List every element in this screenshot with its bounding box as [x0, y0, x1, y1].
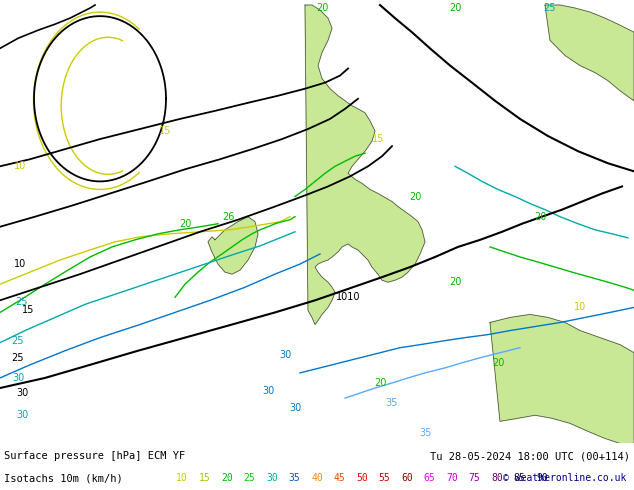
Text: © weatheronline.co.uk: © weatheronline.co.uk — [503, 473, 626, 483]
Text: 35: 35 — [386, 398, 398, 408]
Text: 25: 25 — [12, 353, 24, 363]
Text: 20: 20 — [449, 3, 461, 13]
Polygon shape — [208, 217, 258, 274]
Text: 30: 30 — [262, 386, 274, 396]
Text: 30: 30 — [289, 403, 301, 413]
Text: 15: 15 — [372, 134, 384, 144]
Text: 1010: 1010 — [336, 293, 360, 302]
Text: 25: 25 — [544, 3, 556, 13]
Text: 65: 65 — [424, 473, 436, 483]
Text: 15: 15 — [22, 305, 34, 316]
Text: 20: 20 — [492, 358, 504, 368]
Text: 50: 50 — [356, 473, 368, 483]
Text: Surface pressure [hPa] ECM YF: Surface pressure [hPa] ECM YF — [4, 451, 185, 461]
Text: 25: 25 — [12, 336, 24, 345]
Text: 10: 10 — [14, 161, 26, 172]
Text: 10: 10 — [14, 259, 26, 269]
Text: Tu 28-05-2024 18:00 UTC (00+114): Tu 28-05-2024 18:00 UTC (00+114) — [430, 451, 630, 461]
Text: 25: 25 — [16, 297, 29, 307]
Text: 40: 40 — [311, 473, 323, 483]
Text: 90: 90 — [536, 473, 548, 483]
Text: 25: 25 — [243, 473, 256, 483]
Text: 15: 15 — [198, 473, 210, 483]
Text: 20: 20 — [221, 473, 233, 483]
Text: 20: 20 — [534, 212, 546, 221]
Text: 45: 45 — [333, 473, 346, 483]
Text: 55: 55 — [378, 473, 391, 483]
Polygon shape — [545, 5, 634, 101]
Text: 10: 10 — [574, 302, 586, 313]
Polygon shape — [490, 315, 634, 443]
Text: 30: 30 — [16, 388, 28, 398]
Text: Isotachs 10m (km/h): Isotachs 10m (km/h) — [4, 473, 123, 483]
Polygon shape — [305, 5, 425, 324]
Text: 10: 10 — [176, 473, 188, 483]
Text: 20: 20 — [179, 219, 191, 229]
Text: 80: 80 — [491, 473, 503, 483]
Text: 60: 60 — [401, 473, 413, 483]
Text: 15: 15 — [158, 126, 171, 136]
Text: 30: 30 — [279, 350, 291, 360]
Text: 75: 75 — [469, 473, 481, 483]
Text: 20: 20 — [374, 378, 386, 388]
Text: 35: 35 — [288, 473, 301, 483]
Text: 20: 20 — [316, 3, 328, 13]
Text: 30: 30 — [16, 410, 28, 420]
Text: 35: 35 — [419, 428, 431, 439]
Text: 85: 85 — [514, 473, 526, 483]
Text: 26: 26 — [222, 212, 234, 221]
Text: 20: 20 — [409, 192, 421, 201]
Text: 30: 30 — [266, 473, 278, 483]
Text: 20: 20 — [449, 277, 461, 287]
Text: 70: 70 — [446, 473, 458, 483]
Text: 30: 30 — [12, 373, 24, 383]
